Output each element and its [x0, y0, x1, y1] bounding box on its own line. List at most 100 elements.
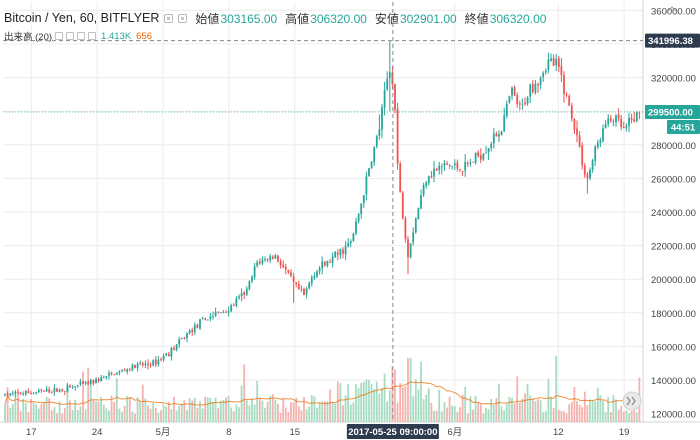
- volume-bar: [149, 408, 152, 422]
- volume-bar: [495, 397, 498, 422]
- volume-bar: [464, 386, 467, 422]
- volume-bar: [232, 411, 235, 422]
- candle-body: [97, 378, 100, 382]
- volume-bar: [422, 399, 425, 422]
- candle-body: [630, 117, 633, 121]
- volume-bar: [583, 391, 586, 422]
- volume-bar: [394, 369, 396, 422]
- volume-bar: [287, 412, 290, 422]
- candle-body: [53, 387, 56, 393]
- volume-bar: [37, 408, 40, 422]
- candle-body: [253, 266, 256, 278]
- volume-bar: [534, 400, 537, 422]
- candle-body: [373, 147, 376, 163]
- volume-bar: [492, 405, 495, 422]
- volume-bar: [240, 385, 243, 422]
- candle-body: [175, 344, 178, 350]
- volume-bar: [167, 402, 170, 422]
- candle-body: [635, 111, 638, 122]
- price-tick-label: 280000.00: [651, 141, 696, 152]
- candle-body: [303, 288, 305, 296]
- high-value: 306320.00: [310, 11, 367, 26]
- price-tick-label: 260000.00: [651, 174, 696, 185]
- candle-body: [209, 316, 212, 320]
- volume-bar: [128, 397, 131, 422]
- chart-close-icon[interactable]: [77, 32, 86, 40]
- volume-bar: [126, 395, 129, 422]
- volume-bar: [32, 402, 35, 422]
- volume-bar: [586, 405, 589, 422]
- volume-bar: [292, 402, 295, 422]
- volume-bar: [40, 404, 43, 422]
- volume-bar: [620, 405, 623, 422]
- chart-legend-header: Bitcoin / Yen, 60, BITFLYER 始値303165.00 …: [4, 10, 546, 26]
- volume-bar: [297, 406, 300, 422]
- candle-body: [599, 140, 602, 144]
- volume-bar: [131, 411, 134, 422]
- candle-body: [277, 255, 279, 262]
- candle-body: [401, 192, 404, 219]
- volume-bar: [615, 399, 617, 422]
- chart-settings-icon[interactable]: [66, 32, 75, 40]
- chart-visibility-icon[interactable]: [178, 13, 188, 23]
- chart-visibility-icon[interactable]: [55, 32, 64, 40]
- volume-bar: [308, 406, 311, 422]
- candle-body: [620, 118, 623, 128]
- candle-body: [505, 103, 508, 117]
- candle-body: [409, 243, 412, 258]
- volume-bar: [144, 398, 147, 422]
- scroll-to-latest-icon[interactable]: [622, 391, 642, 411]
- volume-bar: [284, 407, 287, 422]
- candle-body: [617, 114, 620, 119]
- volume-bar: [318, 402, 321, 422]
- volume-bar: [102, 404, 105, 422]
- volume-bar: [141, 384, 144, 422]
- chart-settings-icon[interactable]: [164, 13, 174, 23]
- candle-body: [243, 292, 246, 295]
- candle-body: [388, 72, 391, 79]
- volume-bar: [485, 407, 487, 422]
- time-tick-label: 5月: [156, 427, 171, 438]
- volume-bar: [594, 401, 597, 422]
- candle-body: [40, 389, 43, 391]
- volume-bar: [409, 357, 412, 422]
- candle-body: [628, 117, 630, 126]
- volume-bar: [347, 384, 350, 422]
- volume-bar: [123, 405, 126, 422]
- volume-bar: [573, 386, 576, 422]
- volume-bar: [108, 410, 110, 422]
- axis-highlight-labels: 341996.38 299500.00 44:51 2017-05-25 09:00:…: [346, 33, 700, 439]
- volume-bar: [321, 401, 324, 422]
- volume-bar: [329, 389, 331, 422]
- volume-bar: [71, 409, 74, 422]
- volume-bar: [212, 401, 214, 422]
- candle-body: [531, 83, 534, 93]
- volume-bar: [591, 400, 594, 422]
- volume-bar: [604, 411, 607, 422]
- chart-more-icon[interactable]: [88, 32, 97, 40]
- volume-bar: [622, 411, 625, 422]
- candle-body: [446, 163, 448, 165]
- candle-body: [69, 385, 71, 388]
- candle-body: [360, 203, 363, 215]
- price-tick-label: 240000.00: [651, 208, 696, 219]
- volume-value: 1.413K: [101, 30, 132, 42]
- candle-body: [609, 118, 612, 121]
- candle-body: [287, 270, 290, 273]
- open-value: 303165.00: [220, 11, 278, 26]
- volume-bar: [529, 395, 532, 422]
- candle-body: [440, 166, 443, 168]
- candle-body: [461, 171, 464, 172]
- volume-bar: [180, 403, 183, 422]
- candle-body: [214, 312, 217, 316]
- candle-body: [102, 377, 105, 379]
- volume-bar: [334, 403, 337, 422]
- candle-body: [180, 338, 183, 340]
- volume-bar: [378, 393, 381, 422]
- candle-body: [248, 281, 251, 290]
- volume-bar: [440, 411, 443, 422]
- candle-body: [555, 59, 558, 65]
- volume-bar: [214, 397, 217, 422]
- candle-body: [50, 392, 53, 394]
